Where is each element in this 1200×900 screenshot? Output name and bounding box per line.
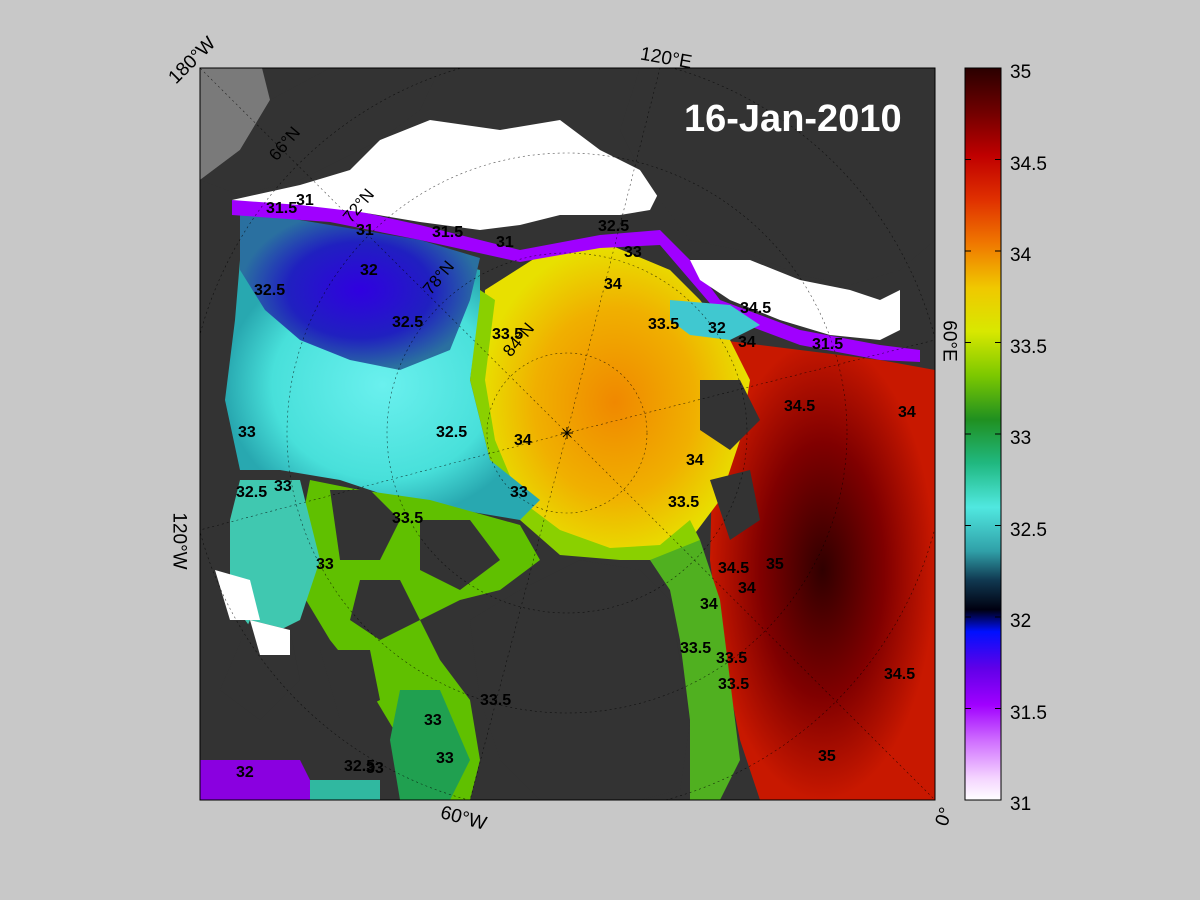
- contour-label: 33.5: [668, 494, 700, 511]
- date-label: 16-Jan-2010: [684, 98, 902, 140]
- contour-label: 32.5: [344, 758, 376, 775]
- colorbar-tick-label: 35: [1010, 62, 1032, 83]
- contour-label: 34: [738, 334, 756, 351]
- contour-label: 32: [360, 262, 378, 279]
- contour-label: 33: [238, 424, 256, 441]
- contour-label: 31: [296, 192, 314, 209]
- contour-label: 32.5: [236, 484, 268, 501]
- colorbar-tick-label: 32: [1010, 611, 1032, 632]
- contour-label: 34: [514, 432, 532, 449]
- contour-label: 33.5: [492, 326, 524, 343]
- colorbar-tick-label: 33: [1010, 428, 1032, 449]
- contour-label: 34: [700, 596, 718, 613]
- colorbar-tick-label: 34.5: [1010, 154, 1047, 175]
- contour-label: 33: [366, 760, 384, 777]
- contour-label: 33.5: [680, 640, 712, 657]
- colorbar-tick-label: 32.5: [1010, 520, 1047, 541]
- contour-label: 33: [624, 244, 642, 261]
- longitude-label-120w: 120°W: [168, 512, 190, 570]
- colorbar-tick-label: 31.5: [1010, 703, 1047, 724]
- contour-label: 33.5: [480, 692, 512, 709]
- contour-label: 32.5: [436, 424, 468, 441]
- colorbar-tick-label: 34: [1010, 245, 1032, 266]
- contour-label: 33.5: [392, 510, 424, 527]
- contour-label: 31.5: [266, 200, 298, 217]
- contour-label: 34: [898, 404, 916, 421]
- colorbar-ticks: [965, 67, 1001, 801]
- contour-label: 34: [604, 276, 622, 293]
- contour-label: 33.5: [716, 650, 748, 667]
- contour-label: 34.5: [884, 666, 916, 683]
- contour-label: 33.5: [648, 316, 680, 333]
- contour-label: 32.5: [254, 282, 286, 299]
- contour-label: 34: [738, 580, 756, 597]
- north-pole-marker: [561, 427, 573, 439]
- graticule: [200, 68, 935, 800]
- contour-label: 33: [316, 556, 334, 573]
- contour-label: 31.5: [812, 336, 844, 353]
- contour-label: 33: [436, 750, 454, 767]
- contour-label: 33.5: [718, 676, 750, 693]
- contour-label: 34.5: [740, 300, 772, 317]
- contour-label: 32: [236, 764, 254, 781]
- map-area: [200, 68, 935, 800]
- contour-label: 33: [510, 484, 528, 501]
- contour-label: 31: [356, 222, 374, 239]
- contour-label: 31.5: [432, 224, 464, 241]
- contour-label: 33: [424, 712, 442, 729]
- contour-label: 32.5: [598, 218, 630, 235]
- contour-label: 35: [766, 556, 784, 573]
- contour-label: 32: [708, 320, 726, 337]
- map-frame: [199, 67, 936, 801]
- contour-label: 34.5: [784, 398, 816, 415]
- colorbar-tick-label: 31: [1010, 794, 1032, 815]
- contour-label: 35: [818, 748, 836, 765]
- contour-label: 34.5: [718, 560, 750, 577]
- longitude-label-60e: 60°E: [938, 320, 960, 362]
- contour-label: 33: [274, 478, 292, 495]
- colorbar-tick-label: 33.5: [1010, 337, 1047, 358]
- contour-label: 31: [496, 234, 514, 251]
- contour-label: 34: [686, 452, 704, 469]
- contour-label: 32.5: [392, 314, 424, 331]
